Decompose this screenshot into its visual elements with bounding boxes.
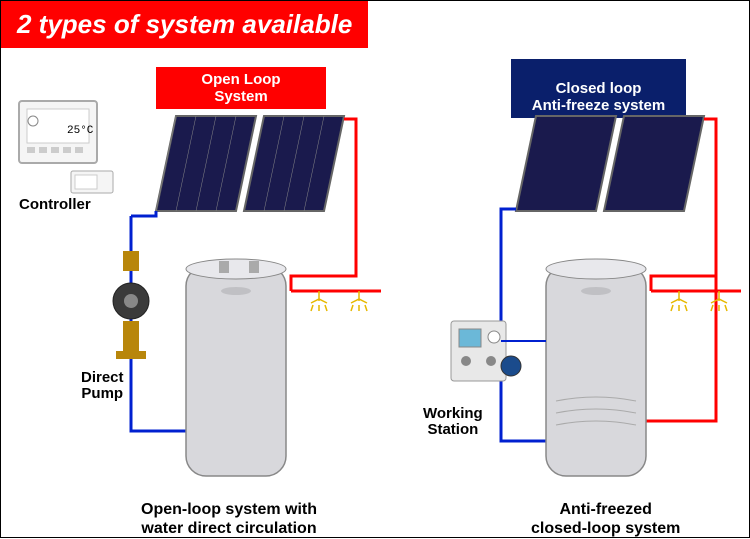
pipe-cold-right	[501, 209, 546, 441]
sprinkler-icon	[311, 291, 367, 311]
solar-panel-left-1	[156, 116, 256, 211]
tank-right	[546, 259, 646, 476]
pipe-cold-left	[131, 211, 156, 216]
solar-panel-right-2	[604, 116, 704, 211]
solar-panel-right-1	[516, 116, 616, 211]
tank-left	[186, 259, 286, 476]
controller-icon: 25°C	[19, 101, 113, 193]
solar-panel-left-2	[244, 116, 344, 211]
sprinkler-icon-right	[671, 291, 727, 311]
svg-text:25°C: 25°C	[67, 125, 94, 137]
pump-icon	[113, 251, 149, 359]
working-station-icon	[451, 321, 546, 381]
diagram-open-loop: 25°C	[1, 1, 750, 539]
